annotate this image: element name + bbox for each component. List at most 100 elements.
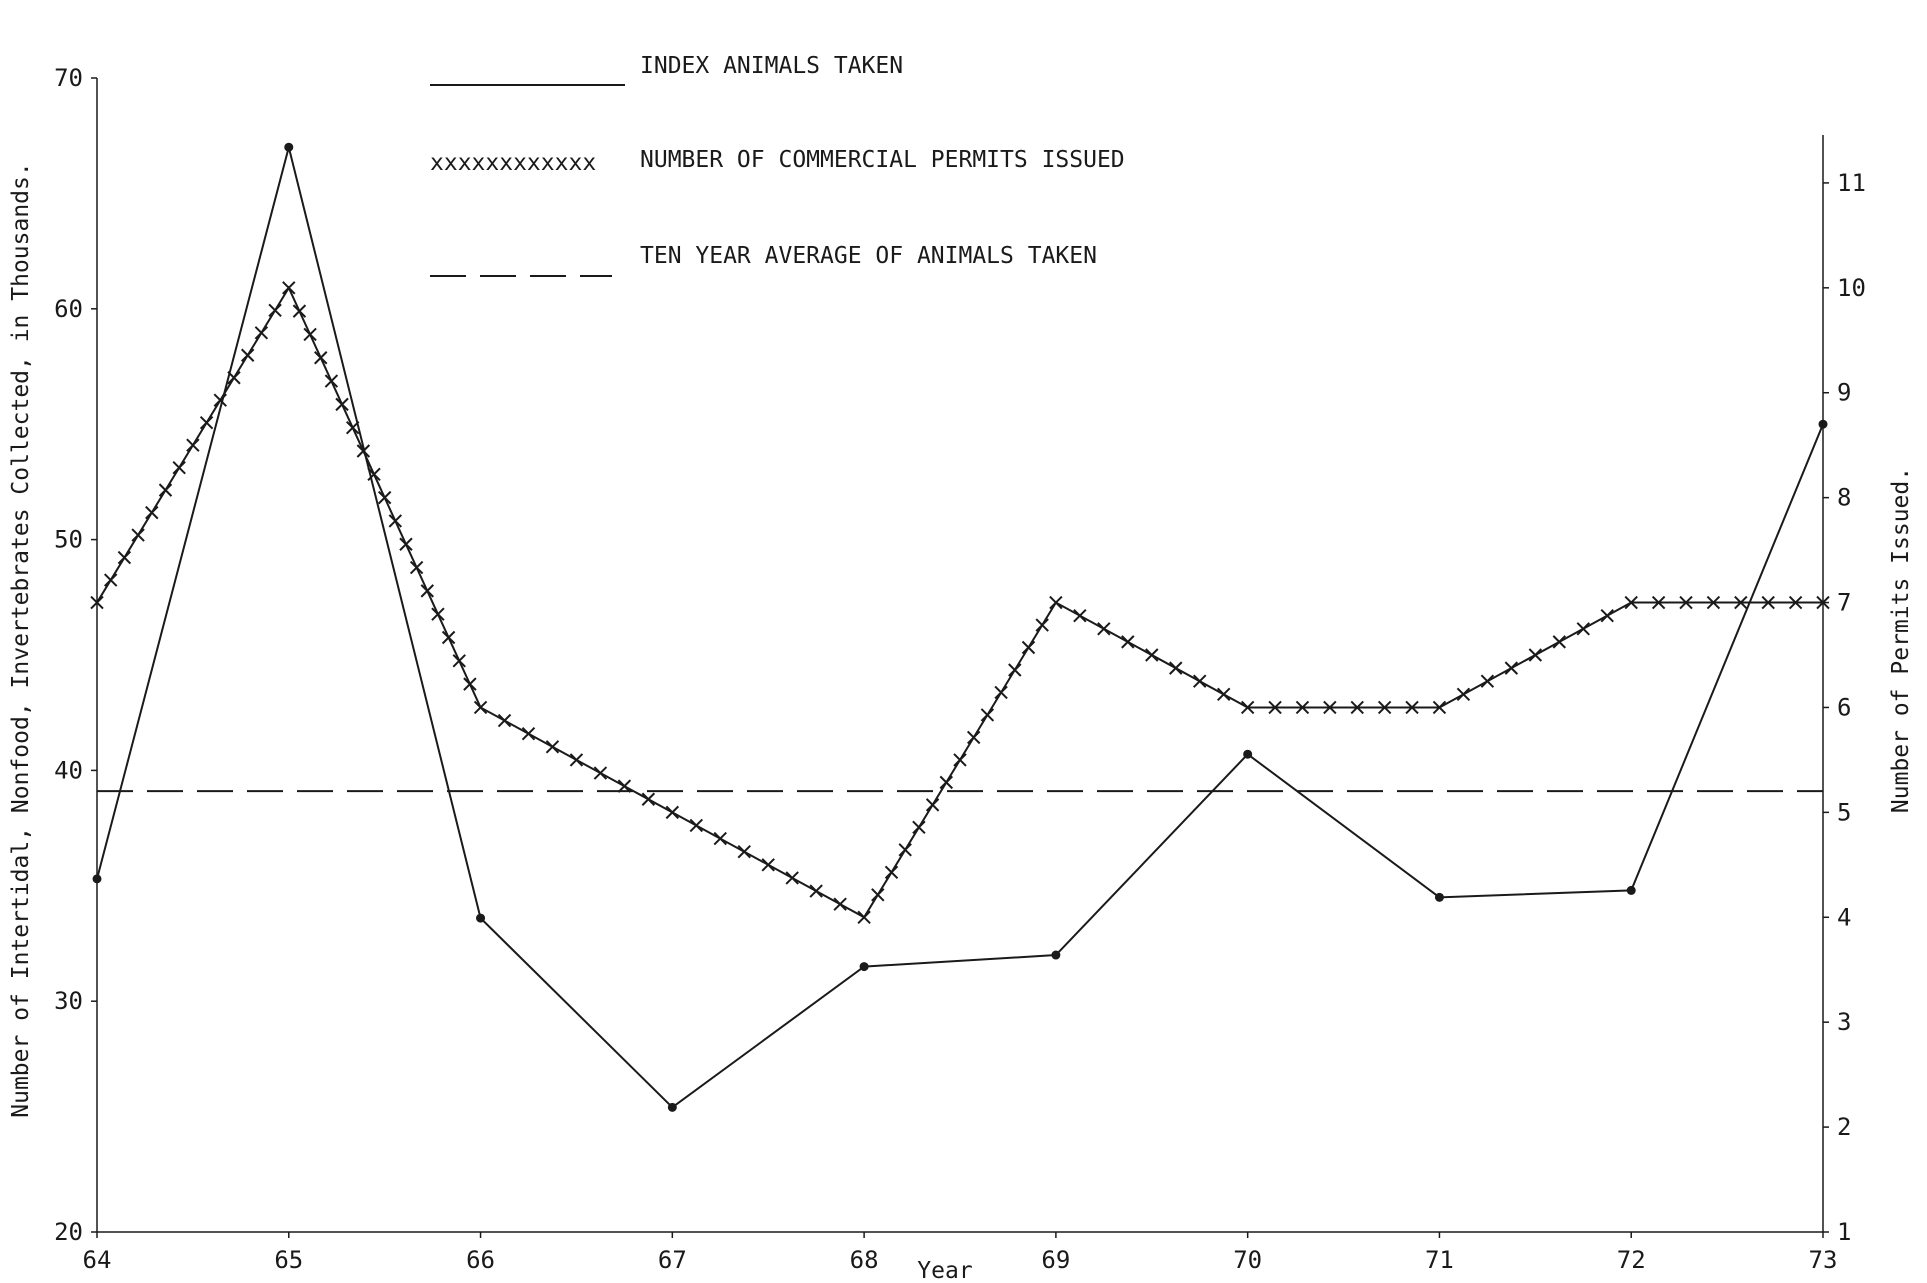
x-axis-title: Year xyxy=(917,1258,972,1283)
series-permits-marker xyxy=(103,573,118,587)
series-index-line xyxy=(96,146,1824,1109)
legend-permits-marker: xxxxxxxxxxxx xyxy=(430,150,596,176)
series-permits-marker xyxy=(268,303,282,318)
x-axis-ticks: 64 65 66 67 68 69 70 71 72 73 xyxy=(83,1232,1838,1274)
x-tick-label: 72 xyxy=(1617,1246,1646,1274)
series-permits-marker xyxy=(1169,661,1183,675)
series-permits-marker xyxy=(335,397,349,412)
series-permits-marker xyxy=(1377,700,1392,715)
series-permits-marker xyxy=(303,327,317,342)
series-permits-marker xyxy=(1706,595,1721,610)
series-permits-marker xyxy=(1350,700,1364,715)
series-permits-marker xyxy=(761,858,775,872)
series-permits-marker xyxy=(431,607,445,621)
series-permits-marker xyxy=(521,726,536,741)
series-permits-marker xyxy=(1734,595,1748,610)
series-permits-marker xyxy=(282,281,296,295)
series-permits-marker xyxy=(1097,622,1111,636)
series-permits-marker xyxy=(314,351,328,365)
series-permits-marker xyxy=(1035,618,1049,632)
series-permits-marker xyxy=(227,371,241,385)
series-permits-marker xyxy=(871,888,885,902)
right-tick-label: 10 xyxy=(1837,274,1866,302)
series-permits-marker xyxy=(545,740,560,754)
series-permits-marker xyxy=(1576,622,1590,636)
series-permits-marker xyxy=(254,326,269,340)
series-permits-marker xyxy=(158,483,173,497)
right-tick-label: 2 xyxy=(1837,1113,1851,1141)
series-permits-marker xyxy=(145,505,159,520)
series-permits-marker xyxy=(1600,608,1614,623)
legend-index-label: INDEX ANIMALS TAKEN xyxy=(640,53,903,79)
series-permits-marker xyxy=(213,393,227,407)
x-tick-label: 64 xyxy=(83,1246,112,1274)
y2-axis-title: Number of Permits Issued. xyxy=(1888,467,1914,813)
series-permits-marker xyxy=(90,595,104,610)
series-permits-marker xyxy=(324,374,339,388)
series-permits-line xyxy=(96,285,1823,919)
series-permits-marker xyxy=(292,304,307,318)
series-permits-marker xyxy=(1323,700,1337,715)
x-tick-label: 73 xyxy=(1809,1246,1838,1274)
series-index-point xyxy=(667,1102,677,1112)
series-permits-marker xyxy=(1295,700,1310,715)
left-tick-label: 20 xyxy=(54,1218,83,1246)
series-permits-marker xyxy=(1761,595,1775,610)
series-permits-marker xyxy=(593,766,608,780)
series-permits-marker xyxy=(689,818,704,833)
series-permits-marker xyxy=(1216,687,1231,702)
series-index-point xyxy=(476,913,486,923)
legend: INDEX ANIMALS TAKEN xxxxxxxxxxxx NUMBER … xyxy=(430,53,1125,277)
series-layer xyxy=(90,142,1830,1112)
right-tick-label: 1 xyxy=(1837,1218,1851,1246)
series-index-point xyxy=(1243,749,1253,759)
right-tick-label: 5 xyxy=(1837,798,1851,826)
series-permits-marker xyxy=(665,805,680,820)
series-permits-marker xyxy=(356,444,371,458)
series-index-point xyxy=(859,962,869,972)
series-permits-marker xyxy=(966,730,981,745)
series-permits-marker xyxy=(953,753,967,767)
right-axis-ticks: 1 2 3 4 5 6 7 8 9 10 11 xyxy=(1823,169,1866,1246)
series-permits-marker xyxy=(117,550,132,565)
series-permits-marker xyxy=(463,677,477,691)
series-permits-marker xyxy=(1432,700,1447,715)
right-tick-label: 6 xyxy=(1837,693,1851,721)
series-permits-marker xyxy=(1528,648,1543,662)
series-permits-marker xyxy=(1121,635,1135,649)
series-permits-marker xyxy=(1405,700,1419,715)
left-tick-label: 50 xyxy=(54,526,83,554)
series-permits-marker xyxy=(912,820,926,835)
series-permits-marker xyxy=(1788,595,1803,610)
left-tick-label: 70 xyxy=(54,64,83,92)
series-permits-marker xyxy=(939,775,954,790)
series-permits-marker xyxy=(1145,648,1159,662)
right-tick-label: 3 xyxy=(1837,1008,1851,1036)
series-permits-marker xyxy=(497,713,512,728)
series-permits-marker xyxy=(925,798,940,812)
series-permits-marker xyxy=(1008,663,1022,677)
series-permits-marker xyxy=(452,654,466,668)
series-permits-marker xyxy=(199,415,214,430)
series-index-point xyxy=(1051,950,1061,960)
series-permits-marker xyxy=(399,537,413,551)
series-permits-marker xyxy=(420,584,434,598)
series-permits-marker xyxy=(569,753,584,767)
legend-permits-label: NUMBER OF COMMERCIAL PERMITS ISSUED xyxy=(640,147,1125,173)
series-permits-marker xyxy=(131,528,145,542)
x-tick-label: 65 xyxy=(274,1246,303,1274)
series-permits-marker xyxy=(737,844,751,859)
left-tick-label: 40 xyxy=(54,756,83,784)
series-permits-marker xyxy=(473,700,488,715)
series-index-point xyxy=(1626,885,1636,895)
series-permits-marker xyxy=(172,460,186,475)
x-tick-label: 68 xyxy=(850,1246,879,1274)
series-permits-marker xyxy=(388,514,403,528)
x-tick-label: 69 xyxy=(1041,1246,1070,1274)
axes xyxy=(96,78,1824,1233)
series-permits-marker xyxy=(367,467,381,482)
left-axis-ticks: 20 30 40 50 60 70 xyxy=(54,64,97,1246)
series-permits-marker xyxy=(1049,595,1063,610)
series-permits-marker xyxy=(1240,700,1255,715)
